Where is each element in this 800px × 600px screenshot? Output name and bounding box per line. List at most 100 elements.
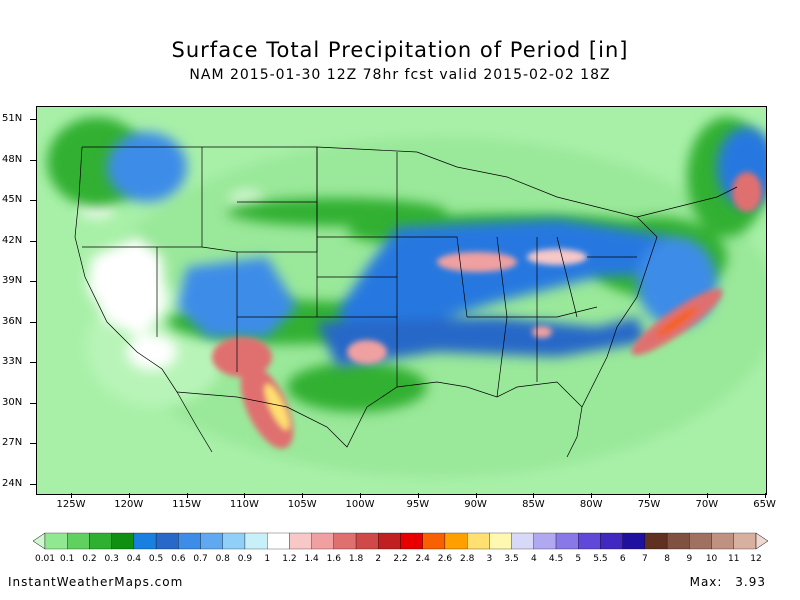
colorbar-segment (400, 532, 423, 550)
lat-tick (30, 362, 36, 363)
map-title: Surface Total Precipitation of Period [i… (171, 38, 629, 62)
colorbar-segment (378, 532, 401, 550)
lon-label: 115W (172, 499, 202, 510)
lon-label: 95W (406, 499, 430, 510)
map-boundaries (74, 146, 738, 458)
colorbar-label: 0.8 (215, 554, 230, 564)
colorbar-segment (467, 532, 490, 550)
colorbar-label: 1.8 (348, 554, 364, 564)
colorbar-label: 5.5 (593, 554, 608, 564)
lon-label: 110W (229, 499, 259, 510)
colorbar-segment (178, 532, 201, 550)
colorbar-label: 1.2 (282, 554, 297, 564)
colorbar-segment (422, 532, 446, 550)
lon-label: 80W (579, 499, 603, 510)
lat-tick (30, 321, 36, 323)
lat-tick (30, 240, 36, 242)
lon-label: 105W (287, 499, 317, 510)
lon-tick (417, 493, 419, 498)
lat-tick (30, 200, 36, 201)
colorbar-segment (355, 532, 379, 550)
lon-label: 100W (345, 499, 375, 510)
precipitation-map-svg (37, 107, 766, 494)
colorbar-label: 0.2 (82, 554, 97, 564)
lon-label: 85W (522, 499, 545, 510)
colorbar-label: 3 (486, 554, 493, 564)
lon-tick (302, 493, 304, 498)
lon-tick (360, 493, 361, 498)
max-value: 3.93 (735, 575, 766, 589)
lon-label: 90W (464, 499, 487, 510)
colorbar-label: 4.5 (548, 554, 564, 564)
colorbar-label: 0.01 (34, 554, 56, 564)
colorbar-label: 0.6 (171, 554, 186, 564)
colorbar-segment (511, 532, 534, 550)
lon-tick (186, 493, 188, 498)
lon-tick (128, 493, 130, 498)
colorbar-label: 3.5 (504, 554, 519, 564)
colorbar-label: 10 (705, 554, 718, 564)
colorbar-segment (200, 532, 223, 550)
colorbar-label: 2.2 (393, 554, 408, 564)
colorbar-segment (67, 532, 90, 550)
colorbar-segment (644, 532, 668, 550)
colorbar-segment (755, 532, 768, 550)
lat-label: 27N (2, 437, 23, 448)
colorbar-segment (33, 532, 46, 550)
colorbar-segment (622, 532, 646, 550)
lat-label: 48N (2, 153, 23, 165)
colorbar-segment (666, 532, 690, 550)
colorbar-label: 6 (619, 554, 626, 564)
lat-tick (30, 281, 36, 282)
colorbar-label: 4 (530, 554, 537, 564)
colorbar-segment (222, 532, 246, 550)
lat-label: 24N (2, 477, 23, 489)
colorbar-label: 0.7 (193, 554, 208, 564)
colorbar-segment (111, 532, 135, 550)
colorbar-segment (44, 532, 68, 550)
color-scale-bar (33, 532, 768, 550)
colorbar-segment (244, 532, 268, 550)
colorbar-label: 7 (642, 554, 648, 564)
colorbar-label: 2.6 (437, 554, 453, 564)
lon-label: 75W (637, 499, 661, 510)
precip-field-heavy (212, 172, 762, 449)
colorbar-label: 11 (728, 554, 740, 564)
lat-tick (30, 483, 36, 485)
colorbar-label: 0.3 (104, 554, 119, 564)
lat-tick (30, 402, 36, 404)
lat-label: 42N (2, 234, 23, 246)
lon-label: 70W (695, 499, 719, 510)
lon-label: 120W (114, 499, 144, 510)
colorbar-segment (689, 532, 712, 550)
colorbar-label: 9 (686, 554, 693, 564)
lon-tick (706, 493, 708, 498)
lon-label: 65W (753, 499, 776, 510)
lon-tick (533, 493, 535, 498)
lon-tick (475, 493, 477, 498)
colorbar-label: 0.9 (237, 554, 253, 564)
colorbar-label: 1.6 (326, 554, 341, 564)
lat-label: 51N (2, 113, 23, 124)
lon-tick (649, 493, 650, 498)
colorbar-label: 2.4 (415, 554, 430, 564)
colorbar-segment (155, 532, 179, 550)
lat-label: 45N (2, 194, 23, 205)
colorbar-segment (733, 532, 757, 550)
lat-tick (30, 159, 36, 161)
colorbar-segment (89, 532, 112, 550)
colorbar-segment (578, 532, 601, 550)
lat-label: 36N (2, 315, 23, 327)
lon-tick (71, 493, 72, 498)
colorbar-segment (444, 532, 468, 550)
lat-label: 39N (2, 275, 23, 286)
lat-label: 30N (2, 396, 23, 408)
map-subtitle: NAM 2015-01-30 12Z 78hr fcst valid 2015-… (189, 67, 611, 83)
colorbar-segment (555, 532, 579, 550)
colorbar-label: 1 (264, 554, 271, 564)
colorbar-label: 1.4 (304, 554, 319, 564)
colorbar-label: 0.1 (60, 554, 75, 564)
lat-tick (30, 443, 36, 444)
lat-tick (30, 119, 36, 120)
colorbar-label: 0.4 (126, 554, 142, 564)
